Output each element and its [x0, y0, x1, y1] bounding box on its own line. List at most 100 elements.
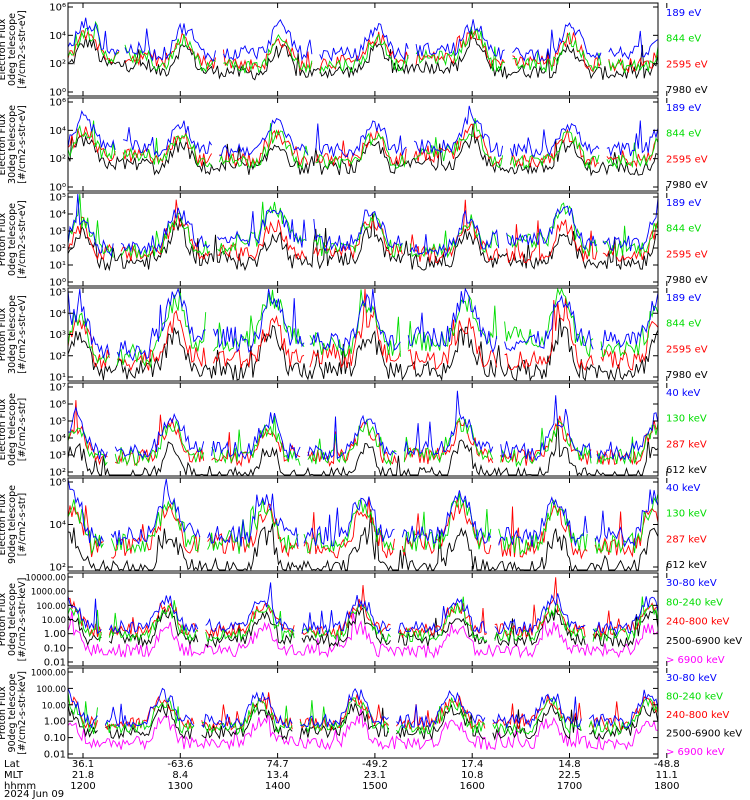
panel-frame	[67, 667, 659, 759]
y-tick-label: 10²	[49, 154, 66, 165]
y-tick-label: 10.00	[42, 616, 66, 626]
series-line-189-ev	[67, 287, 659, 362]
series-line-287-kev	[67, 497, 659, 560]
legend-entry: 240-800 keV	[666, 617, 730, 628]
y-tick-label: 10.00	[42, 701, 66, 711]
panel-6: 10⁶ 10⁴ 10² MEPEDElectron Flux90deg telesco…	[0, 477, 707, 574]
footer-value: 22.5	[558, 770, 580, 781]
legend-entry: 130 keV	[666, 509, 707, 520]
legend-entry: 2595 eV	[666, 344, 708, 355]
legend-entry: 7980 eV	[666, 85, 708, 96]
y-tick-label: 10⁰	[49, 88, 66, 99]
footer-value: 1400	[265, 781, 290, 792]
series-line-7980-ev	[67, 212, 659, 272]
y-tick-label: 10⁴	[49, 210, 66, 221]
panel-4: 10⁵ 10⁴ 10³ 10² 10¹ TEDProton Flux30deg teles…	[0, 287, 708, 384]
y-tick-label: 10²	[49, 244, 66, 255]
series-line-130-kev	[67, 493, 659, 556]
series-line-2500-6900-kev	[67, 607, 659, 648]
legend-entry: 844 eV	[666, 129, 701, 140]
y-tick-label: 100.00	[36, 602, 66, 612]
series-line-40-kev	[67, 390, 659, 462]
footer-value: 1300	[168, 781, 193, 792]
y-tick-label: 10²	[49, 468, 66, 479]
series-line-30-80-kev	[67, 687, 659, 730]
y-tick-label: 10²	[49, 351, 66, 362]
footer-value: 17.4	[461, 759, 483, 770]
y-tick-label: 10⁴	[49, 126, 66, 137]
y-tick-label: 10⁵	[49, 288, 66, 299]
y-tick-label: 10⁴	[49, 520, 66, 531]
y-axis-label: MEPEDProton Flux0deg telescope[#/cm2-s-s…	[0, 578, 28, 662]
legend-entry: 40 keV	[666, 388, 700, 399]
legend-entry: 2595 eV	[666, 59, 708, 70]
footer-value: 1600	[459, 781, 484, 792]
date-label: 2024 Jun 09	[4, 789, 64, 800]
legend-entry: 2500-6900 keV	[666, 636, 742, 647]
y-tick-label: 100.00	[36, 685, 66, 695]
series-line-189-ev	[67, 193, 659, 258]
footer-value: 1200	[70, 781, 95, 792]
y-axis-label: TEDElectron Flux30deg telescope[#/cm2-s-…	[0, 105, 28, 184]
y-tick-label: 10²	[49, 563, 66, 574]
panel-frame	[67, 97, 659, 192]
y-tick-label: 10⁴	[49, 31, 66, 42]
y-tick-label: 10⁵	[49, 417, 66, 428]
panel-5: 10⁷ 10⁶ 10⁵ 10⁴ 10³ 10² MEPEDElectron Flux0deg…	[0, 382, 707, 479]
footer-value: 10.8	[461, 770, 483, 781]
legend-entry: 612 keV	[666, 560, 707, 571]
footer-value: 1700	[557, 781, 582, 792]
y-axis-label: MEPEDElectron Flux0deg telescope[#/cm2-s…	[0, 393, 28, 466]
series-line-7980-ev	[67, 30, 659, 81]
series-line-612-kev	[67, 418, 659, 477]
panel-1: 10⁶ 10⁴ 10² 10⁰ TEDElectron Flux0deg telesco…	[0, 2, 708, 99]
series-line--6900-kev	[67, 610, 659, 659]
legend-entry: 80-240 keV	[666, 597, 723, 608]
legend-entry: 7980 eV	[666, 370, 708, 381]
legend-entry: 612 keV	[666, 465, 707, 476]
y-tick-label: 10³	[49, 451, 66, 462]
legend-entry: 189 eV	[666, 8, 701, 19]
series-line-844-ev	[67, 193, 659, 259]
legend-entry: 7980 eV	[666, 180, 708, 191]
y-tick-label: 10⁰	[49, 183, 66, 194]
y-axis-label: TEDElectron Flux0deg telescope[#/cm2-s-s…	[0, 10, 28, 89]
y-tick-label: 10²	[49, 59, 66, 70]
series-line-844-ev	[67, 287, 659, 369]
panel-frame	[67, 2, 659, 97]
legend-entry: 2500-6900 keV	[666, 729, 742, 740]
panel-2: 10⁶ 10⁴ 10² 10⁰ TEDElectron Flux30deg telesc…	[0, 97, 708, 194]
y-axis-label: TEDProton Flux0deg telescope[#/cm2-s-str…	[0, 200, 28, 279]
legend-entry: 130 keV	[666, 414, 707, 425]
series-line-30-80-kev	[67, 582, 659, 636]
y-tick-label: 10¹	[49, 373, 66, 384]
y-tick-label: 10⁷	[49, 383, 66, 394]
footer-value: 8.4	[172, 770, 188, 781]
legend-entry: 189 eV	[666, 293, 701, 304]
footer-value: 23.1	[364, 770, 386, 781]
panel-frame	[67, 192, 659, 287]
legend-entry: 189 eV	[666, 103, 701, 114]
legend-entry: 240-800 keV	[666, 710, 730, 721]
panel-frame	[67, 382, 659, 477]
series-line-189-ev	[67, 105, 659, 159]
footer-value: 11.1	[656, 770, 678, 781]
footer-row-label: MLT	[4, 770, 24, 781]
legend-entry: 2595 eV	[666, 249, 708, 260]
series-line-612-kev	[67, 509, 659, 572]
legend-entry: 287 keV	[666, 534, 707, 545]
y-tick-label: 10⁶	[49, 3, 66, 14]
footer-value: 36.1	[72, 759, 94, 770]
y-tick-label: 0.01	[44, 750, 66, 761]
series-line-40-kev	[67, 478, 659, 548]
y-tick-label: 1000.00	[31, 588, 66, 598]
footer-value: 14.8	[558, 759, 580, 770]
legend-entry: 30-80 keV	[666, 673, 717, 684]
footer-row-label: Lat	[4, 759, 20, 770]
series-line-844-ev	[67, 118, 659, 170]
y-tick-label: 10³	[49, 330, 66, 341]
y-tick-label: 1.00	[44, 717, 66, 728]
footer-row-label: hhmm	[4, 781, 36, 792]
y-tick-label: 10000.00	[25, 574, 66, 584]
